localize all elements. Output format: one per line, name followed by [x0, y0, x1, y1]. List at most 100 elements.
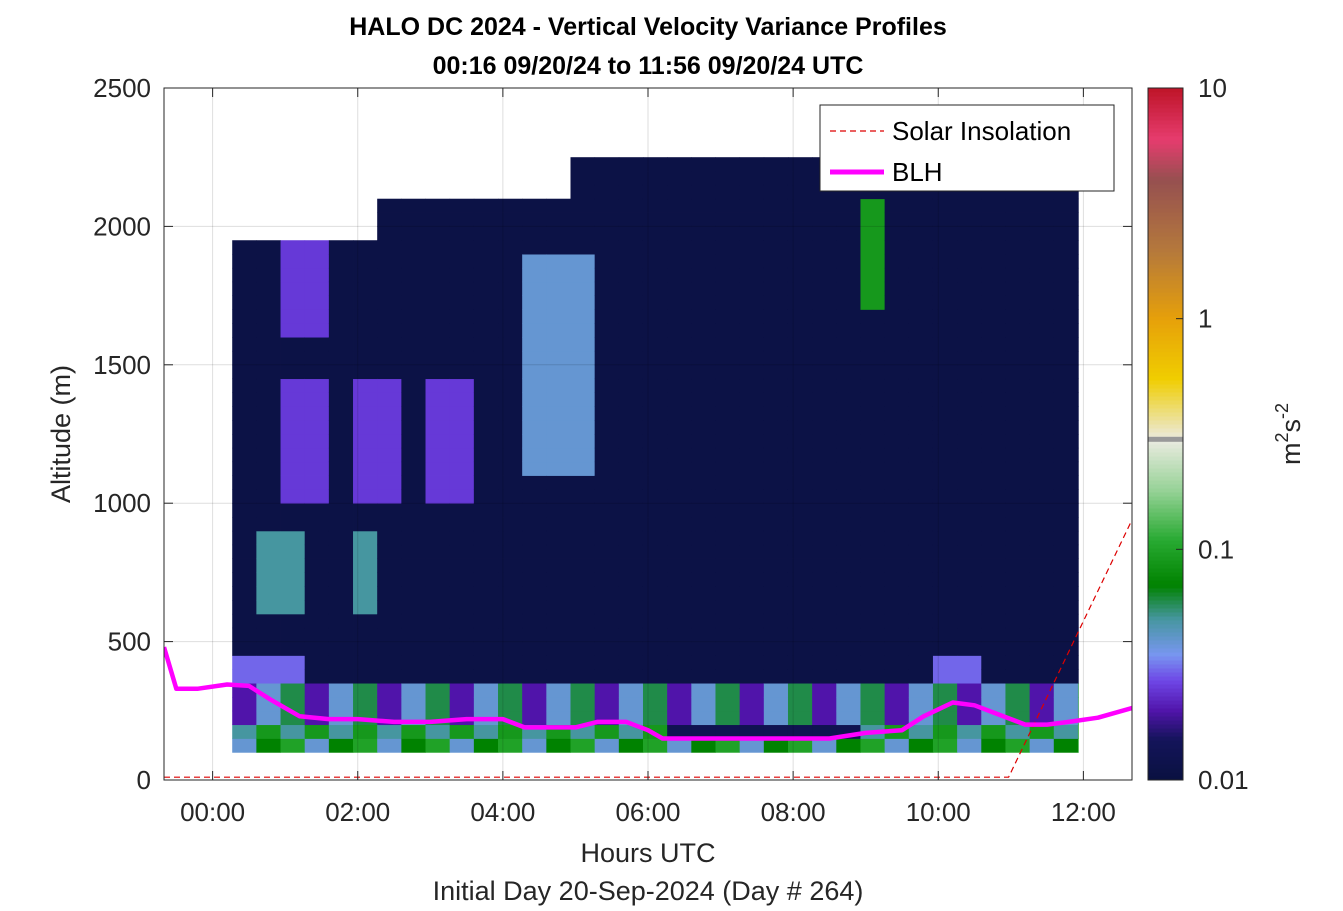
- heatmap-cell: [232, 378, 257, 393]
- heatmap-cell: [618, 157, 644, 172]
- heatmap-cell: [449, 530, 475, 546]
- heatmap-cell: [715, 309, 741, 324]
- heatmap-cell: [1053, 696, 1079, 712]
- heatmap-cell: [473, 323, 499, 338]
- heatmap-cell: [473, 337, 499, 352]
- heatmap-cell: [908, 392, 934, 407]
- heatmap-cell: [1005, 613, 1031, 629]
- heatmap-cell: [449, 240, 475, 255]
- colorbar-segment: [1148, 632, 1183, 637]
- heatmap-cell: [642, 281, 668, 296]
- heatmap-cell: [498, 558, 523, 573]
- heatmap-cell: [787, 281, 813, 296]
- heatmap-cell: [1077, 738, 1079, 753]
- heatmap-cell: [763, 600, 789, 615]
- heatmap-cell: [836, 475, 861, 490]
- heatmap-cell: [787, 738, 813, 753]
- heatmap-cell: [425, 517, 451, 532]
- heatmap-cell: [570, 212, 596, 227]
- heatmap-cell: [642, 447, 668, 463]
- heatmap-cell: [594, 738, 620, 753]
- heatmap-cell: [908, 323, 934, 338]
- heatmap-cell: [280, 461, 306, 476]
- heatmap-cell: [667, 378, 692, 393]
- heatmap-cell: [787, 613, 813, 629]
- heatmap-cell: [232, 544, 257, 559]
- heatmap-cell: [256, 655, 281, 670]
- heatmap-cell: [377, 530, 402, 546]
- heatmap-cell: [546, 627, 571, 642]
- heatmap-cell: [498, 212, 523, 227]
- heatmap-cell: [1077, 420, 1079, 435]
- heatmap-cell: [401, 489, 426, 504]
- heatmap-cell: [280, 434, 306, 449]
- heatmap-cell: [667, 337, 692, 352]
- heatmap-cell: [304, 558, 330, 573]
- heatmap-cell: [570, 696, 596, 712]
- heatmap-cell: [1077, 530, 1079, 546]
- heatmap-cell: [256, 337, 281, 352]
- heatmap-cell: [522, 613, 547, 629]
- heatmap-cell: [377, 240, 402, 255]
- heatmap-cell: [280, 420, 306, 435]
- heatmap-cell: [546, 267, 571, 283]
- heatmap-cell: [353, 295, 378, 310]
- heatmap-cell: [594, 184, 620, 200]
- heatmap-cell: [256, 724, 281, 739]
- heatmap-cell: [522, 198, 547, 213]
- heatmap-cell: [280, 406, 306, 421]
- heatmap-cell: [715, 392, 741, 407]
- colorbar-segment: [1148, 768, 1183, 773]
- colorbar-segment: [1148, 592, 1183, 597]
- colorbar-segment: [1148, 428, 1183, 433]
- heatmap-cell: [546, 323, 571, 338]
- heatmap-cell: [908, 378, 934, 393]
- heatmap-cell: [618, 558, 644, 573]
- colorbar-segment: [1148, 492, 1183, 497]
- heatmap-cell: [836, 212, 861, 227]
- heatmap-cell: [473, 392, 499, 407]
- colorbar-segment: [1148, 760, 1183, 765]
- heatmap-cell: [473, 406, 499, 421]
- colorbar-segment: [1148, 404, 1183, 409]
- heatmap-cell: [618, 475, 644, 490]
- heatmap-cell: [498, 198, 523, 213]
- heatmap-cell: [1077, 434, 1079, 449]
- heatmap-cell: [1029, 683, 1055, 698]
- colorbar-segment: [1148, 164, 1183, 169]
- heatmap-cell: [642, 226, 668, 241]
- heatmap-cell: [425, 544, 451, 559]
- heatmap-cell: [739, 157, 765, 172]
- heatmap-cell: [642, 530, 668, 546]
- heatmap-cell: [715, 683, 741, 698]
- heatmap-cell: [498, 724, 523, 739]
- heatmap-cell: [667, 696, 692, 712]
- heatmap-cell: [377, 226, 402, 241]
- heatmap-cell: [691, 738, 716, 753]
- colorbar-segment: [1148, 320, 1183, 325]
- heatmap-cell: [1029, 226, 1055, 241]
- heatmap-cell: [546, 696, 571, 712]
- colorbar-segment: [1148, 272, 1183, 277]
- heatmap-cell: [1077, 544, 1079, 559]
- heatmap-cell: [787, 544, 813, 559]
- colorbar-segment: [1148, 676, 1183, 681]
- heatmap-cell: [256, 254, 281, 269]
- heatmap-cell: [546, 406, 571, 421]
- heatmap-cell: [981, 378, 1006, 393]
- heatmap-cell: [256, 475, 281, 490]
- heatmap-cell: [836, 641, 861, 656]
- heatmap-cell: [715, 544, 741, 559]
- heatmap-cell: [328, 489, 354, 504]
- heatmap-cell: [473, 586, 499, 601]
- heatmap-cell: [256, 572, 281, 587]
- heatmap-cell: [739, 710, 765, 726]
- colorbar-segment: [1148, 596, 1183, 601]
- heatmap-cell: [618, 517, 644, 532]
- heatmap-cell: [1053, 198, 1079, 213]
- heatmap-cell: [981, 669, 1006, 684]
- heatmap-cell: [594, 378, 620, 393]
- heatmap-cell: [304, 392, 330, 407]
- heatmap-cell: [884, 738, 910, 753]
- heatmap-cell: [522, 475, 547, 490]
